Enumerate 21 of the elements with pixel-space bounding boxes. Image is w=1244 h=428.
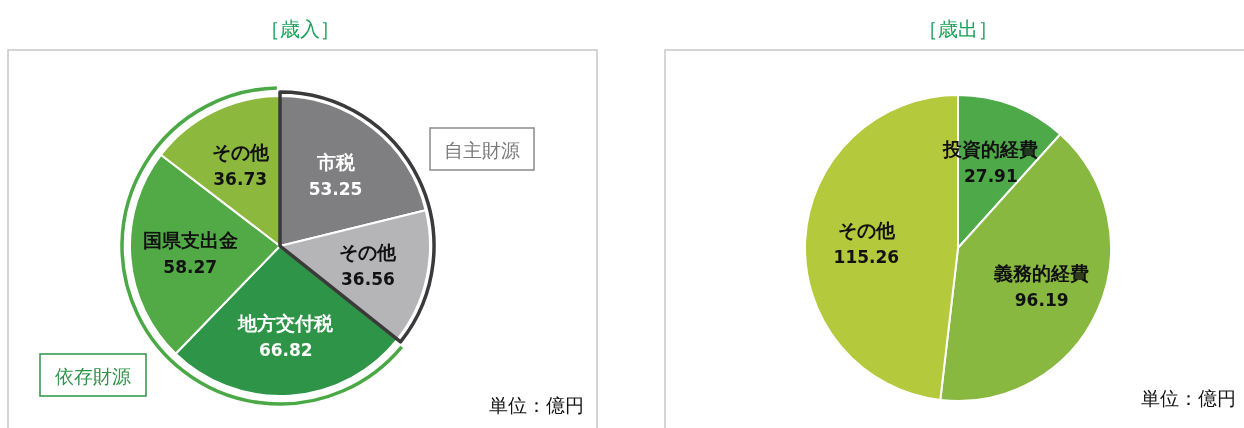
- data-label: 53.25: [308, 179, 363, 200]
- slice-label: その他: [339, 241, 398, 264]
- text: 単位：億円: [489, 394, 584, 416]
- text: 自主財源: [444, 139, 520, 161]
- data-label: 58.27: [163, 256, 218, 277]
- data-label: 36.73: [213, 169, 268, 190]
- slice-label: その他: [211, 141, 270, 164]
- slice-label: 国県支出金: [142, 228, 238, 251]
- chart-title: ［歳入］: [260, 17, 340, 41]
- data-label: 27.91: [963, 166, 1018, 187]
- data-label: 66.82: [258, 339, 313, 360]
- data-label: 115.26: [833, 246, 900, 267]
- data-label: 36.56: [341, 269, 395, 290]
- slice-label: 地方交付税: [237, 311, 335, 334]
- text: 単位：億円: [1141, 387, 1236, 409]
- data-label: 96.19: [1014, 289, 1069, 310]
- slice-label: 義務的経費: [993, 261, 1090, 284]
- text: 依存財源: [55, 365, 131, 387]
- slice-label: その他: [837, 218, 896, 241]
- chart-title: ［歳出］: [918, 17, 998, 41]
- slice-label: 市税: [315, 151, 356, 174]
